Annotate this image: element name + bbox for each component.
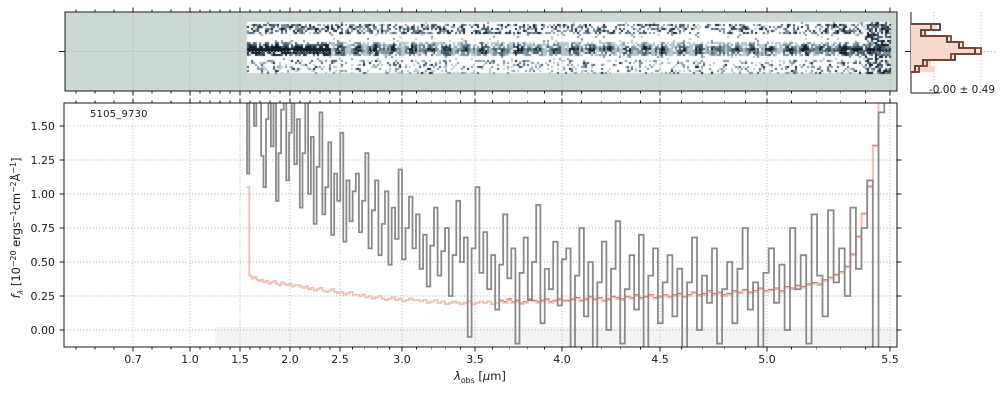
y-tick-label: 1.50 [31,120,56,133]
axis-label-segment: −2 [9,181,19,193]
y-tick-label: 0.00 [31,324,56,337]
axis-label-segment: μ [482,369,491,383]
flux-line [246,103,886,347]
axis-label-segment: cm [9,192,23,211]
axis-label-segment: λ [454,369,461,383]
axis-label-segment: [ [474,369,483,383]
axis-label-segment: −20 [9,250,19,268]
axis-label-segment: f [9,294,23,299]
y-tick-label: 0.75 [31,222,56,235]
axis-label-segment: λ [15,289,25,295]
x-tick-label: 1.5 [231,353,249,366]
axis-label-segment: −1 [9,210,19,222]
spectrum-1d-axes [63,102,898,348]
y-axis-label: fλ [10−20 ergs−1cm−2Å−1] [9,128,25,328]
residual-stats-label: -0.00 ± 0.49 [929,84,996,96]
axis-label-segment: ergs [9,221,23,251]
object-id-label: 5105_9730 [90,109,148,120]
x-tick-label: 5.5 [881,353,899,366]
axis-label-segment: −1 [9,161,19,174]
below-zero-shade [215,326,897,347]
uncertainty-line [247,103,880,306]
x-tick-label: 2.5 [331,353,349,366]
x-tick-label: 1.0 [181,353,199,366]
y-tick-label: 1.00 [31,188,56,201]
axis-label-segment: m] [490,369,506,383]
x-tick-label: 4.5 [651,353,669,366]
x-tick-label: 2.0 [281,353,299,366]
x-axis-label: λobs [μm] [400,369,560,385]
axis-label-segment: [10 [9,267,23,290]
x-tick-label: 5.0 [758,353,776,366]
hist-brick-outline [911,23,982,73]
y-tick-label: 0.25 [31,290,56,303]
x-tick-label: 4.0 [553,353,571,366]
x-tick-label: 0.7 [124,353,142,366]
axis-label-segment: obs [460,375,475,385]
y-tick-label: 1.25 [31,154,56,167]
x-tick-label: 3.5 [466,353,484,366]
x-tick-label: 3.0 [393,353,411,366]
y-tick-label: 0.50 [31,256,56,269]
